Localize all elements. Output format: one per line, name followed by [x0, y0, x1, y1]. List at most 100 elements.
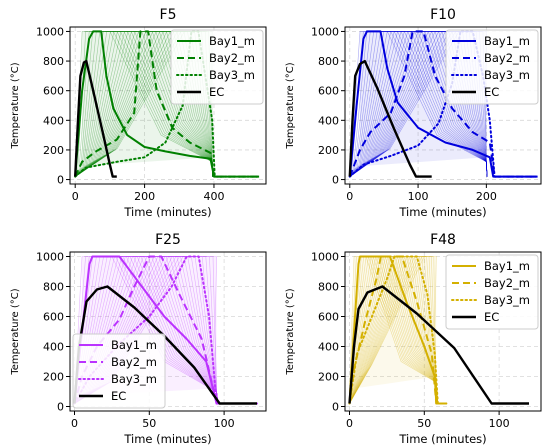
legend-label-ec: EC [484, 85, 499, 99]
chart-panel-f10: F10 0 100 200 0 200 400 600 800 1000 Time (minutes… [285, 7, 542, 219]
compartment-curve [349, 31, 488, 177]
compartment-curve [349, 256, 439, 404]
compartment-curve [349, 31, 488, 177]
plot-area [348, 255, 529, 405]
y-tick-label: 600 [318, 311, 339, 324]
series-line-bay1_m [74, 30, 260, 178]
legend: Bay1_m Bay2_m Bay3_m EC [445, 29, 539, 105]
series-line-ec [348, 59, 432, 178]
compartment-curve [349, 256, 439, 404]
y-tick-label: 200 [43, 371, 64, 384]
x-axis-label: Time (minutes) [398, 205, 486, 219]
x-tick-label: 50 [142, 417, 156, 430]
compartment-curve [349, 31, 488, 177]
y-tick-label: 0 [332, 174, 339, 187]
legend-label-bay1_m: Bay1_m [484, 34, 530, 48]
legend: Bay1_m Bay2_m Bay3_m EC [445, 254, 539, 330]
y-tick-label: 200 [43, 144, 64, 157]
legend-label-bay2_m: Bay2_m [111, 355, 157, 369]
chart-title: F48 [430, 232, 456, 248]
axes-frame [344, 26, 542, 185]
y-tick-label: 800 [318, 281, 339, 294]
x-tick-label: 0 [346, 417, 353, 430]
x-axis-label: Time (minutes) [398, 432, 486, 446]
x-axis-label: Time (minutes) [123, 432, 211, 446]
chart-title: F5 [160, 7, 177, 23]
legend-label-bay1_m: Bay1_m [484, 259, 530, 273]
series-line-ec [73, 285, 257, 405]
axes-frame [344, 251, 542, 412]
x-tick-label: 100 [408, 190, 429, 203]
series-line-bay2_m [348, 30, 538, 178]
y-tick-label: 600 [43, 311, 64, 324]
legend-box [72, 333, 166, 409]
y-axis-label: Temperature (°C) [10, 288, 21, 375]
y-tick-label: 1000 [36, 25, 64, 38]
y-tick-label: 0 [332, 401, 339, 414]
legend-label-ec: EC [484, 310, 499, 324]
y-tick-label: 800 [43, 55, 64, 68]
y-tick-label: 1000 [311, 251, 339, 264]
compartment-curve [349, 31, 488, 177]
y-tick-label: 1000 [311, 25, 339, 38]
legend-box [445, 254, 539, 330]
y-tick-label: 600 [318, 85, 339, 98]
series-line-bay1_m [348, 30, 538, 178]
y-axis-label: Temperature (°C) [285, 288, 296, 375]
y-tick-label: 400 [43, 114, 64, 127]
y-tick-label: 400 [318, 341, 339, 354]
legend-label-bay1_m: Bay1_m [111, 338, 157, 352]
compartment-curve [349, 31, 488, 177]
y-tick-label: 800 [318, 55, 339, 68]
axes-frame [69, 26, 267, 185]
series-line-bay2_m [74, 30, 260, 178]
y-tick-label: 0 [57, 174, 64, 187]
compartment-curve [349, 31, 488, 177]
chart-title: F10 [430, 7, 456, 23]
x-axis-label: Time (minutes) [123, 205, 211, 219]
y-tick-label: 200 [318, 144, 339, 157]
compartment-curve [349, 256, 439, 404]
legend: Bay1_m Bay2_m Bay3_m EC [170, 29, 264, 105]
legend-label-ec: EC [209, 85, 224, 99]
y-axis-label: Temperature (°C) [285, 62, 296, 149]
legend-label-bay3_m: Bay3_m [209, 68, 255, 82]
y-axis-label: Temperature (°C) [10, 62, 21, 149]
compartment-curve [349, 31, 488, 177]
legend-label-bay3_m: Bay3_m [484, 68, 530, 82]
series-line-bay1_m [73, 255, 257, 405]
compartment-curve [349, 31, 488, 177]
x-tick-label: 0 [346, 190, 353, 203]
y-tick-label: 0 [57, 401, 64, 414]
chart-title: F25 [155, 232, 181, 248]
legend-label-bay1_m: Bay1_m [209, 34, 255, 48]
legend-box [170, 29, 264, 105]
compartment-curve [349, 256, 439, 404]
chart-panel-f5: F5 0 200 400 0 200 400 600 800 1000 Time (minutes)… [10, 7, 267, 219]
legend-label-bay3_m: Bay3_m [484, 293, 530, 307]
compartment-curve [349, 256, 439, 404]
y-tick-label: 400 [318, 114, 339, 127]
compartment-band [354, 256, 437, 389]
axes-frame [69, 251, 267, 412]
legend-label-bay2_m: Bay2_m [484, 276, 530, 290]
x-tick-label: 50 [417, 417, 431, 430]
legend-box [445, 29, 539, 105]
x-tick-label: 200 [476, 190, 497, 203]
legend-label-bay2_m: Bay2_m [484, 51, 530, 65]
plot-area [74, 30, 261, 178]
compartment-curve [349, 256, 439, 404]
y-tick-label: 200 [318, 371, 339, 384]
x-tick-label: 100 [489, 417, 510, 430]
x-tick-label: 200 [134, 190, 155, 203]
y-tick-label: 1000 [36, 251, 64, 264]
x-tick-label: 0 [72, 190, 79, 203]
compartment-curve [349, 256, 439, 404]
legend-label-bay2_m: Bay2_m [209, 51, 255, 65]
compartment-curve [349, 31, 488, 177]
y-tick-label: 800 [43, 281, 64, 294]
compartment-curve [349, 256, 439, 404]
